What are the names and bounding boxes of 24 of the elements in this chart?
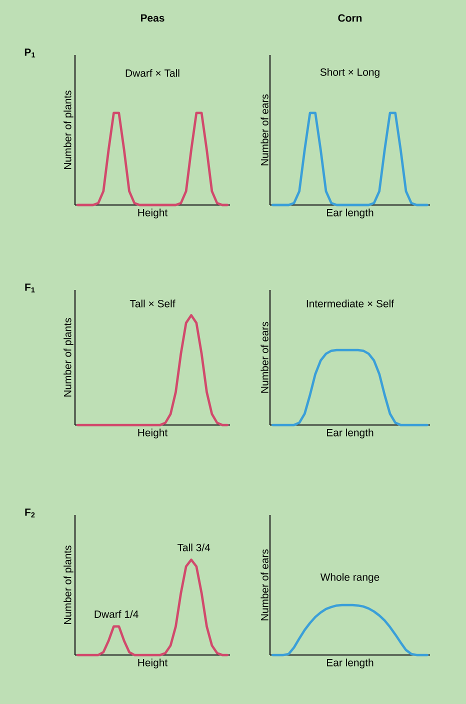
x-axis-title: Ear length <box>327 208 374 218</box>
text: P$_{1}$ <box>24 48 36 58</box>
chart-title: Tall × Self <box>130 300 176 308</box>
x-axis-title: Height <box>138 208 168 218</box>
x-axis-title: Height <box>138 428 168 438</box>
text: Corn <box>338 14 362 22</box>
y-axis-title: Number of ears <box>260 322 268 393</box>
y-axis-title: Number of ears <box>260 94 268 166</box>
annotation: Dwarf 1/4 <box>94 610 138 618</box>
y-axis-title: Number of plants <box>64 318 74 396</box>
chart-title: Short × Long <box>320 68 380 78</box>
y-axis-title: Number of plants <box>64 546 74 624</box>
x-axis-title: Ear length <box>327 658 374 668</box>
y-axis-title: Number of ears <box>260 549 268 620</box>
text: F$_{2}$ <box>25 508 35 518</box>
text: Peas <box>140 14 164 22</box>
text: F$_{1}$ <box>25 284 35 292</box>
x-axis-title: Height <box>138 658 168 668</box>
y-axis-title: Number of plants <box>64 90 74 169</box>
chart-title: Dwarf × Tall <box>126 69 180 77</box>
x-axis-title: Ear length <box>327 428 374 438</box>
chart-title: Intermediate × Self <box>306 300 394 308</box>
chart-title: Whole range <box>320 573 380 583</box>
annotation: Tall 3/4 <box>177 544 210 552</box>
